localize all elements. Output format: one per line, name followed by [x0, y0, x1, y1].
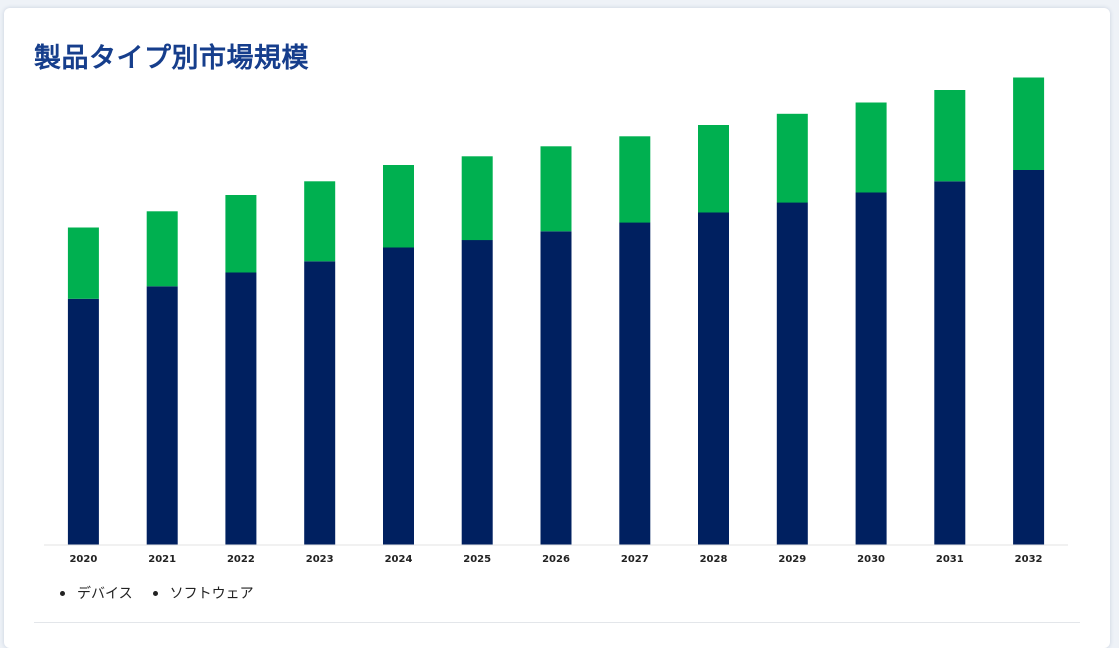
- bar-devices-2032[interactable]: [1013, 170, 1045, 545]
- x-tick-label-2027: 2027: [621, 554, 649, 565]
- bar-devices-2022[interactable]: [225, 272, 257, 546]
- bars-group: [67, 77, 1045, 546]
- bar-devices-2025[interactable]: [461, 240, 493, 545]
- stacked-bar-chart: 2020 2021 2022 2023 2024 2025 2026 2027 2028 2029…: [44, 77, 1068, 565]
- bar-devices-2021[interactable]: [146, 286, 178, 546]
- bar-software-2025[interactable]: [461, 156, 493, 241]
- bar-devices-2023[interactable]: [304, 261, 336, 546]
- bar-devices-2020[interactable]: [67, 298, 99, 546]
- bar-software-2026[interactable]: [540, 146, 572, 232]
- x-tick-label-2021: 2021: [148, 554, 176, 565]
- bar-software-2029[interactable]: [776, 113, 808, 203]
- x-tick-label-2032: 2032: [1015, 554, 1043, 565]
- page-title: 製品タイプ別市場規模: [34, 43, 309, 74]
- bar-software-2032[interactable]: [1013, 77, 1045, 171]
- bar-software-2020[interactable]: [67, 227, 99, 299]
- bar-software-2028[interactable]: [698, 125, 729, 213]
- legend-label-software: ソフトウェア: [169, 586, 254, 602]
- x-tick-labels: 2020 2021 2022 2023 2024 2025 2026 2027 2028 2029…: [69, 554, 1042, 565]
- x-tick-label-2030: 2030: [857, 554, 885, 565]
- legend-item-devices[interactable]: デバイス: [60, 583, 133, 603]
- bar-devices-2026[interactable]: [540, 231, 572, 546]
- bar-software-2027[interactable]: [619, 136, 651, 223]
- bar-software-2024[interactable]: [383, 165, 414, 248]
- bar-devices-2024[interactable]: [383, 247, 414, 546]
- bar-devices-2029[interactable]: [776, 202, 808, 546]
- legend-bullet-icon: [60, 590, 65, 596]
- legend: デバイス ソフトウェア: [60, 583, 274, 603]
- bar-software-2021[interactable]: [146, 211, 178, 287]
- bar-devices-2030[interactable]: [855, 192, 887, 546]
- x-tick-label-2022: 2022: [227, 554, 255, 565]
- legend-item-software[interactable]: ソフトウェア: [152, 583, 254, 603]
- bar-software-2022[interactable]: [225, 195, 257, 273]
- legend-label-devices: デバイス: [77, 586, 133, 602]
- bar-software-2023[interactable]: [304, 181, 336, 262]
- x-tick-label-2025: 2025: [463, 554, 491, 565]
- x-tick-label-2023: 2023: [306, 554, 334, 565]
- x-tick-label-2024: 2024: [385, 554, 413, 565]
- bar-devices-2027[interactable]: [619, 222, 651, 546]
- bar-software-2030[interactable]: [855, 102, 887, 193]
- bar-devices-2031[interactable]: [934, 181, 966, 546]
- x-tick-label-2031: 2031: [936, 554, 964, 565]
- divider: [34, 622, 1080, 623]
- x-tick-label-2020: 2020: [69, 554, 97, 565]
- bar-software-2031[interactable]: [934, 90, 966, 182]
- x-tick-label-2028: 2028: [700, 554, 728, 565]
- legend-bullet-icon: [152, 590, 158, 596]
- chart-card: 製品タイプ別市場規模 2020 2021 2022 2023 2024 2025 2026 2…: [4, 8, 1110, 648]
- x-tick-label-2029: 2029: [778, 554, 806, 565]
- x-tick-label-2026: 2026: [542, 554, 570, 565]
- bar-devices-2028[interactable]: [698, 212, 729, 546]
